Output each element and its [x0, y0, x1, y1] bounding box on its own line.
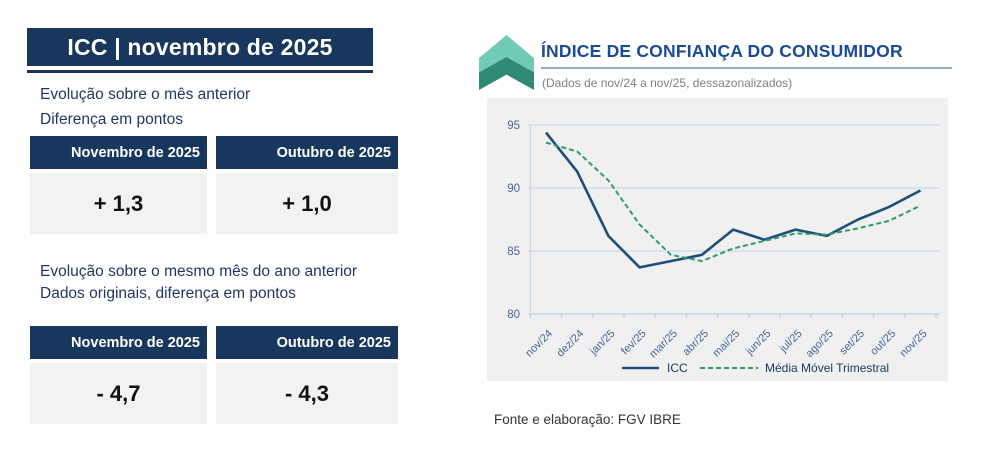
title-underline — [27, 70, 373, 73]
table-column: Outubro de 2025 - 4,3 — [216, 326, 398, 424]
x-axis-label: fev/25 — [619, 328, 649, 358]
x-axis-label: nov/25 — [898, 328, 930, 360]
table-value: - 4,7 — [30, 363, 207, 424]
legend-icc-label: ICC — [667, 361, 688, 375]
month-evolution-caption: Evolução sobre o mês anterior — [40, 86, 251, 103]
chevron-up-logo-icon — [479, 35, 534, 90]
year-evolution-subcaption: Dados originais, diferença em pontos — [40, 285, 296, 302]
month-evolution-subcaption: Diferença em pontos — [40, 111, 184, 128]
table-column: Outubro de 2025 + 1,0 — [216, 136, 398, 234]
chart-subtitle: (Dados de nov/24 a nov/25, dessazonaliza… — [542, 76, 793, 90]
x-axis-label: mar/25 — [647, 328, 680, 361]
x-axis-label: dez/24 — [554, 328, 586, 360]
report-title: ICC | novembro de 2025 — [67, 33, 333, 60]
chart-title: ÍNDICE DE CONFIANÇA DO CONSUMIDOR — [541, 41, 903, 61]
table-column: Novembro de 2025 - 4,7 — [30, 326, 207, 424]
table-value: + 1,3 — [30, 173, 207, 234]
x-axis-label: jun/25 — [743, 328, 773, 358]
y-axis-label: 95 — [507, 120, 520, 132]
x-axis-label: jan/25 — [587, 328, 617, 358]
y-axis-label: 80 — [507, 309, 520, 321]
table-value: - 4,3 — [216, 363, 398, 424]
column-header: Novembro de 2025 — [30, 326, 207, 359]
moving-average-line — [545, 141, 921, 263]
icc-line — [544, 131, 922, 269]
legend-moving-average-label: Média Móvel Trimestral — [765, 361, 889, 375]
source-caption: Fonte e elaboração: FGV IBRE — [494, 412, 681, 427]
year-evolution-caption: Evolução sobre o mesmo mês do ano anteri… — [40, 263, 358, 280]
y-axis-label: 90 — [507, 183, 520, 195]
x-axis-label: ago/25 — [804, 328, 836, 360]
table-column: Novembro de 2025 + 1,3 — [30, 136, 207, 234]
chart-panel: 80 85 90 95 nov/24 dez/24 jan/25 fev/25 mar/25 ab… — [487, 98, 948, 381]
report-title-banner: ICC | novembro de 2025 — [27, 28, 373, 66]
column-header: Outubro de 2025 — [216, 136, 398, 169]
y-axis-label: 85 — [507, 246, 520, 258]
x-axis-label: mai/25 — [710, 328, 742, 360]
table-value: + 1,0 — [216, 173, 398, 234]
x-axis-label: abr/25 — [681, 328, 712, 359]
column-header: Outubro de 2025 — [216, 326, 398, 359]
column-header: Novembro de 2025 — [30, 136, 207, 169]
x-axis-label: out/25 — [868, 328, 898, 358]
x-axis-label: nov/24 — [523, 328, 555, 360]
year-evolution-table: Novembro de 2025 - 4,7 Outubro de 2025 -… — [30, 326, 398, 424]
x-axis-label: jul/25 — [777, 328, 805, 356]
chart-title-underline — [541, 67, 952, 69]
x-axis-label: set/25 — [837, 328, 867, 358]
month-evolution-table: Novembro de 2025 + 1,3 Outubro de 2025 +… — [30, 136, 398, 234]
